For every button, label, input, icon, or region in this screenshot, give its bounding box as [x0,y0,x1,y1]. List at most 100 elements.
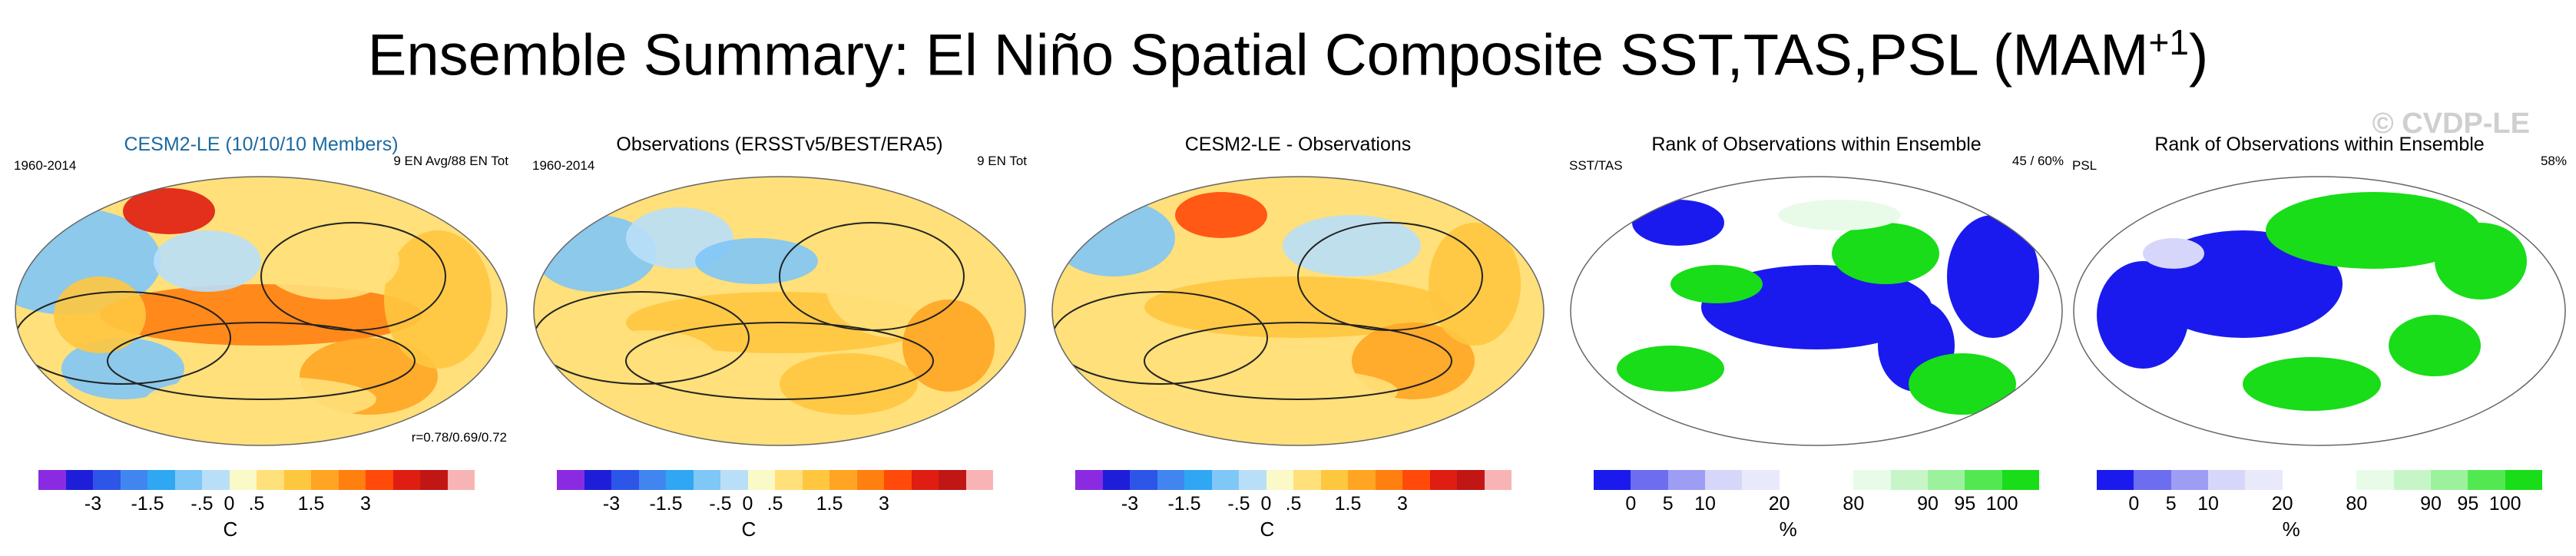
map-anomaly-region [902,300,995,392]
colorbar-swatch [1320,470,1348,490]
colorbar-swatch [2134,470,2171,490]
colorbar-swatch [1429,470,1457,490]
colorbar-swatch [1102,470,1130,490]
colorbar-swatch [366,470,393,490]
colorbar-tick-label: -1.5 [1167,493,1201,515]
colorbar-swatch [775,470,803,490]
map-rank-sst-tas [1570,176,2063,446]
map-temp-composite [15,176,508,446]
colorbar-tick-label: 20 [1768,493,1790,515]
colorbar-swatch [1484,470,1511,490]
colorbar-swatch [1742,470,1780,490]
map-anomaly-region [261,223,399,300]
map-contour [534,291,750,385]
colorbar-tick-label: 80 [1843,493,1865,515]
colorbar-swatch [1184,470,1212,490]
map-anomaly-region [695,238,818,284]
panel-variable: SST/TAS [1569,158,1623,173]
map-outline [15,176,508,446]
map-contour [1052,291,1268,385]
colorbar-ticks: -3 -1.5 -.5 0 .5 1.5 3 [38,493,484,524]
map-anomaly-region [123,188,215,234]
colorbar-swatch [884,470,912,490]
map-anomaly-region [1052,200,1175,276]
colorbar-tick-label: 10 [1694,493,1716,515]
map-rank-psl [2073,176,2566,446]
colorbar-swatch [147,470,175,490]
colorbar-swatch [1667,470,1705,490]
map-rank-region [2097,261,2189,369]
map-rank-region [1832,223,1939,284]
colorbar-tick-label: 100 [2488,493,2521,515]
colorbar-swatch [747,470,775,490]
map-rank-region [2389,315,2481,376]
colorbar-swatch [65,470,93,490]
colorbar-tick-label: .5 [767,493,783,515]
map-rank-region [1909,353,2016,415]
colorbar-tick-label: 0 [742,493,753,515]
watermark: © CVDP-LE [2372,108,2530,140]
colorbar-tick-label: -3 [1121,493,1139,515]
colorbar-swatch [2002,470,2039,490]
colorbar-swatch [1853,470,1891,490]
colorbar-swatch [829,470,857,490]
colorbar-tick-label: -.5 [1227,493,1250,515]
map-anomaly-region [154,230,261,292]
map-rank-region [1632,200,1724,246]
colorbar-swatch [1348,470,1376,490]
colorbar-tick-label: 0 [1625,493,1637,515]
map-contour [1144,322,1452,400]
colorbar-tick-label: 1.5 [297,493,325,515]
colorbar-swatch [311,470,339,490]
map-anomaly-region [780,353,918,415]
colorbar-unit: % [2282,518,2300,541]
colorbar-tick-label: 5 [2165,493,2177,515]
colorbar-tick-label: 5 [1662,493,1674,515]
colorbar-swatch [2393,470,2431,490]
colorbar [1594,470,2039,490]
colorbar-swatch [420,470,448,490]
map-rank-region [1778,200,1901,230]
colorbar-tick-label: 3 [1397,493,1408,515]
figure-title-close: ) [2188,22,2209,88]
map-rank-region [1947,215,2039,338]
panel-title: Rank of Observations within Ensemble [2154,134,2485,155]
map-rank-region [1670,265,1763,303]
colorbar-swatch [1130,470,1157,490]
colorbar-swatch [174,470,202,490]
colorbar-swatch [1375,470,1402,490]
colorbar-swatch [1816,470,1854,490]
colorbar-swatch [2319,470,2357,490]
colorbar-swatch [666,470,694,490]
colorbar-swatch [1211,470,1239,490]
colorbar-tick-label: -.5 [709,493,732,515]
colorbar-swatch [1239,470,1266,490]
panel-cesm2-le: CESM2-LE (10/10/10 Members) 1960-2014 9 … [8,123,515,553]
colorbar-swatch [2468,470,2505,490]
colorbar-ticks: -3 -1.5 -.5 0 .5 1.5 3 [557,493,1002,524]
map-outline [2073,176,2566,446]
map-rank-region [2143,238,2204,269]
map-anomaly-region [1283,215,1421,276]
colorbar-swatch [693,470,720,490]
colorbar-swatch [338,470,366,490]
colorbar-tick-label: -3 [84,493,102,515]
panel-rank-psl: Rank of Observations within Ensemble PSL… [2066,123,2573,553]
figure-title: Ensemble Summary: El Niño Spatial Compos… [0,22,2576,88]
colorbar-ticks: 0 5 10 20 80 90 95 100 [1594,493,2039,524]
colorbar-swatch [229,470,257,490]
colorbar-swatch [1293,470,1321,490]
colorbar-swatch [1594,470,1631,490]
colorbar-swatch [2430,470,2468,490]
colorbar-swatch [802,470,829,490]
colorbar-swatch [1890,470,1928,490]
colorbar-swatch [257,470,284,490]
colorbar-tick-label: 90 [1917,493,1939,515]
colorbar-swatch [638,470,666,490]
map-anomaly-region [1144,276,1452,338]
colorbar-swatch [584,470,611,490]
colorbar-tick-label: 3 [360,493,371,515]
colorbar [2097,470,2542,490]
colorbar-unit: C [1260,518,1275,541]
colorbar-swatch [611,470,639,490]
